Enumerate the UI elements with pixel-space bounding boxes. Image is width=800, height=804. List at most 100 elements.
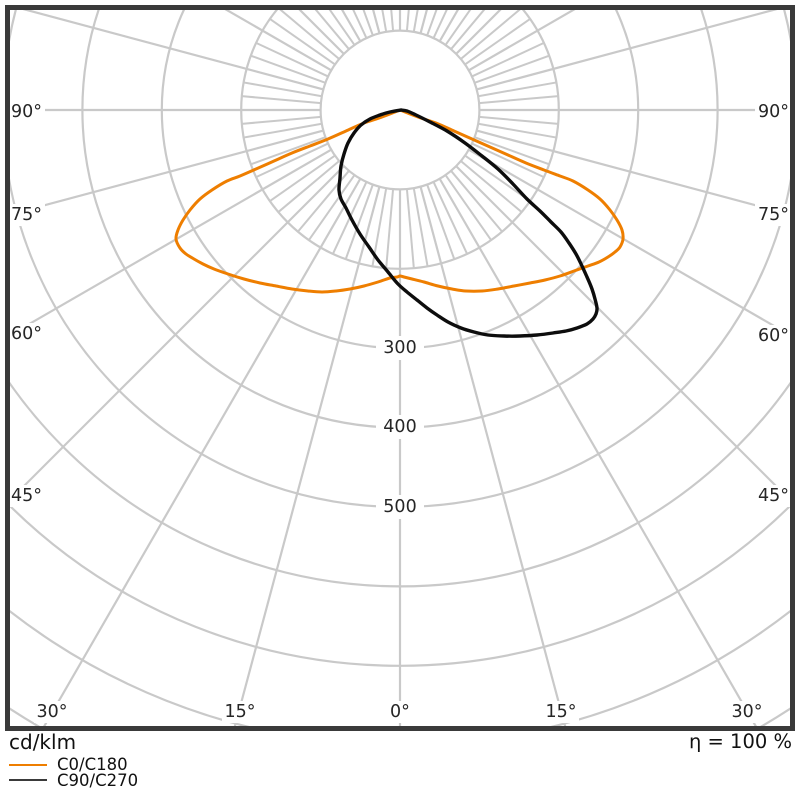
legend-label-c90-c270: C90/C270 [57,770,139,790]
angle-label-bg [755,204,791,226]
grid-spoke-minor [450,10,486,50]
grid-spoke-minor [279,10,340,60]
legend: C0/C180 C90/C270 [9,757,139,790]
grid-spoke-minor [478,122,557,139]
grid-spoke-minor [426,184,456,260]
grid-spoke-minor [432,181,469,255]
angle-label-bg [755,325,791,347]
grid-spoke-major [10,165,345,502]
grid-spoke-major [233,186,381,727]
angle-label: 60° [758,326,789,346]
angle-label: 45° [11,486,42,506]
grid-spoke-major [476,129,790,216]
grid-spoke-minor [269,18,336,66]
angle-label-bg [9,204,45,226]
grid-spoke-minor [344,184,374,260]
grid-spoke-minor [405,189,415,269]
grid-spoke-minor [474,54,550,84]
grid-spoke-minor [405,10,410,31]
grid-spoke-major [438,178,758,727]
grid-spoke-minor [352,10,368,39]
grid-spoke-minor [478,81,557,98]
grid-spoke-minor [412,188,429,267]
grid-spoke-major [10,129,324,216]
grid-spoke-minor [471,142,545,179]
grid-spoke-minor [255,142,329,179]
curve-c90-c270 [337,108,599,338]
angle-label: 75° [758,205,789,225]
grid-spoke-minor [460,10,521,60]
grid-spoke-minor [464,154,531,202]
grid-spoke-minor [314,10,350,50]
angle-label-bg [34,701,70,723]
plot-frame [5,5,795,731]
unit-label: cd/klm [9,730,77,754]
curve-c0-c180 [174,108,625,294]
grid-spoke-major [419,10,428,34]
angle-label-bg [222,701,258,723]
grid-spoke-major [455,165,790,502]
grid-spoke-minor [385,189,395,269]
angle-label-bg [755,485,791,507]
efficiency-label: η = 100 % [688,730,792,753]
angle-label: 60° [11,324,42,344]
grid-spoke-major [372,10,381,34]
grid-spoke-major [476,10,778,91]
grid-spoke-minor [250,136,326,166]
grid-spoke-minor [444,10,472,46]
legend-row-c0-c180: C0/C180 [9,757,138,773]
angle-label-bg [9,101,45,123]
grid-spoke-minor [328,10,356,46]
angle-label: 30° [36,702,67,722]
grid-spoke-minor [432,10,448,39]
angle-label: 45° [758,486,789,506]
ring-label: 500 [383,497,416,517]
angle-label-bg [382,701,418,723]
grid-spoke-minor [444,174,492,241]
grid-spoke-minor [381,10,388,32]
angle-label-bg [755,101,791,123]
angle-label-bg [543,701,579,723]
legend-line-c0-c180-icon [9,763,47,766]
grid-spoke-major [22,10,324,91]
grid-spoke-minor [474,136,550,166]
grid-spoke-major [42,178,362,727]
angle-label: 90° [11,102,42,122]
angle-label-bg [729,701,765,723]
angle-label: 15° [224,702,255,722]
grid-spoke-minor [479,95,559,105]
grid-spoke-minor [471,41,545,78]
angle-label-bg [9,485,45,507]
angle-label-bg [9,323,45,345]
grid-spoke-minor [412,10,419,32]
angle-label: 15° [545,702,576,722]
ring-label-bg [376,415,424,439]
grid-spoke-minor [390,10,395,31]
ring-label: 400 [383,417,416,437]
angle-label: 90° [758,102,789,122]
grid-spoke-minor [277,160,340,213]
legend-line-c90-c270-icon [9,779,47,782]
grid-spoke-major [10,148,332,337]
grid-spoke-minor [479,115,559,125]
grid-spoke-minor [362,10,374,36]
grid-spoke-major [468,148,790,337]
grid-spoke-minor [426,10,438,36]
ring-label: 300 [383,338,416,358]
angle-label: 30° [731,702,762,722]
grid-spoke-minor [241,115,321,125]
ring-label-bg [376,495,424,519]
grid-spoke-minor [250,54,326,84]
legend-label-c0-c180: C0/C180 [57,755,128,775]
grid-spoke-minor [241,95,321,105]
ring-label-bg [376,336,424,360]
grid-spoke-minor [255,41,329,78]
grid-spoke-minor [460,160,523,213]
grid-spoke-minor [243,122,322,139]
grid-spoke-minor [243,81,322,98]
grid-spoke-major [419,186,567,727]
grid-spoke-minor [450,170,503,233]
